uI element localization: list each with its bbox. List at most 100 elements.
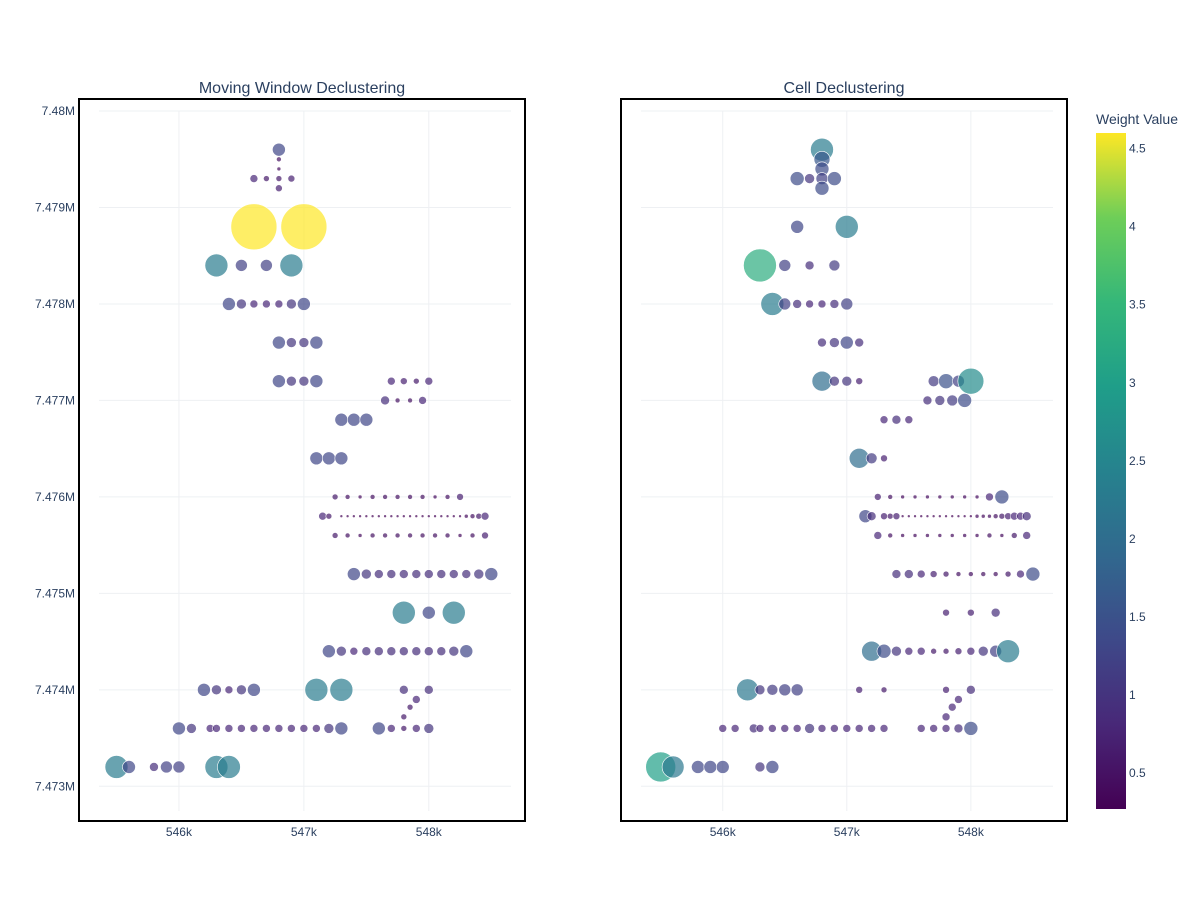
data-point[interactable] xyxy=(433,514,437,518)
data-point[interactable] xyxy=(718,724,728,733)
data-point[interactable] xyxy=(339,514,344,518)
data-point[interactable] xyxy=(387,724,396,733)
data-point[interactable] xyxy=(912,494,918,500)
data-point[interactable] xyxy=(754,684,766,696)
data-point[interactable] xyxy=(458,514,462,518)
data-point[interactable] xyxy=(286,298,297,310)
data-point[interactable] xyxy=(418,396,427,405)
data-point[interactable] xyxy=(439,514,444,518)
data-point[interactable] xyxy=(957,393,972,408)
data-point[interactable] xyxy=(941,724,951,733)
data-point[interactable] xyxy=(325,512,333,520)
data-point[interactable] xyxy=(942,570,950,578)
data-point[interactable] xyxy=(942,608,950,617)
data-point[interactable] xyxy=(414,514,419,518)
data-point[interactable] xyxy=(249,724,259,733)
data-point[interactable] xyxy=(392,600,416,625)
data-point[interactable] xyxy=(998,512,1006,520)
data-point[interactable] xyxy=(386,646,397,657)
data-point[interactable] xyxy=(715,760,730,774)
data-point[interactable] xyxy=(834,215,859,239)
data-point[interactable] xyxy=(880,686,888,694)
data-point[interactable] xyxy=(160,760,173,774)
data-point[interactable] xyxy=(424,685,434,695)
data-point[interactable] xyxy=(1010,532,1018,539)
data-point[interactable] xyxy=(956,514,961,518)
data-point[interactable] xyxy=(994,489,1010,505)
data-point[interactable] xyxy=(992,513,999,519)
data-point[interactable] xyxy=(272,335,286,350)
data-point[interactable] xyxy=(274,724,284,733)
data-point[interactable] xyxy=(953,723,964,734)
data-point[interactable] xyxy=(804,260,815,271)
data-point[interactable] xyxy=(937,533,943,538)
data-point[interactable] xyxy=(880,512,888,520)
data-point[interactable] xyxy=(412,695,421,704)
data-point[interactable] xyxy=(279,253,304,278)
data-point[interactable] xyxy=(829,299,840,309)
data-point[interactable] xyxy=(811,370,833,392)
data-point[interactable] xyxy=(941,712,951,722)
data-point[interactable] xyxy=(445,514,450,518)
data-point[interactable] xyxy=(394,397,401,404)
data-point[interactable] xyxy=(275,175,283,182)
data-point[interactable] xyxy=(406,703,414,711)
data-point[interactable] xyxy=(469,513,476,519)
data-point[interactable] xyxy=(927,375,940,387)
data-point[interactable] xyxy=(481,531,489,540)
data-point[interactable] xyxy=(891,414,902,425)
data-point[interactable] xyxy=(286,337,297,348)
data-point[interactable] xyxy=(297,297,311,311)
data-point[interactable] xyxy=(399,646,409,657)
data-point[interactable] xyxy=(318,511,327,521)
data-point[interactable] xyxy=(925,533,930,538)
data-point[interactable] xyxy=(262,724,271,733)
data-point[interactable] xyxy=(402,514,406,518)
data-point[interactable] xyxy=(370,514,375,518)
data-point[interactable] xyxy=(830,724,839,733)
data-point[interactable] xyxy=(765,760,780,774)
data-point[interactable] xyxy=(661,755,685,779)
data-point[interactable] xyxy=(969,514,973,518)
data-point[interactable] xyxy=(828,259,841,272)
data-point[interactable] xyxy=(263,175,270,182)
data-point[interactable] xyxy=(345,514,350,518)
data-point[interactable] xyxy=(276,156,282,163)
data-point[interactable] xyxy=(980,513,986,519)
data-point[interactable] xyxy=(459,644,474,659)
data-point[interactable] xyxy=(407,532,413,539)
data-point[interactable] xyxy=(1025,566,1041,582)
data-point[interactable] xyxy=(968,571,974,577)
data-point[interactable] xyxy=(387,376,396,386)
data-point[interactable] xyxy=(778,683,792,697)
data-point[interactable] xyxy=(419,494,426,500)
data-point[interactable] xyxy=(276,166,282,172)
data-point[interactable] xyxy=(432,532,438,539)
data-point[interactable] xyxy=(930,647,937,655)
data-point[interactable] xyxy=(730,724,740,733)
data-point[interactable] xyxy=(854,337,864,348)
data-point[interactable] xyxy=(900,533,905,538)
data-point[interactable] xyxy=(854,724,864,733)
data-point[interactable] xyxy=(996,639,1020,664)
data-point[interactable] xyxy=(1016,569,1025,579)
data-point[interactable] xyxy=(937,494,943,500)
data-point[interactable] xyxy=(298,337,310,348)
data-point[interactable] xyxy=(309,374,324,388)
data-point[interactable] xyxy=(963,721,979,736)
data-point[interactable] xyxy=(999,533,1005,538)
data-point[interactable] xyxy=(949,494,955,500)
data-point[interactable] xyxy=(934,395,946,406)
data-point[interactable] xyxy=(407,397,413,404)
data-point[interactable] xyxy=(358,514,362,518)
data-point[interactable] xyxy=(224,685,234,695)
data-point[interactable] xyxy=(892,512,901,520)
data-point[interactable] xyxy=(347,412,361,427)
data-point[interactable] xyxy=(886,512,894,520)
data-point[interactable] xyxy=(840,297,854,311)
data-point[interactable] xyxy=(887,494,894,500)
data-point[interactable] xyxy=(412,724,421,733)
data-point[interactable] xyxy=(907,514,911,518)
data-point[interactable] xyxy=(235,259,248,272)
data-point[interactable] xyxy=(197,683,211,697)
